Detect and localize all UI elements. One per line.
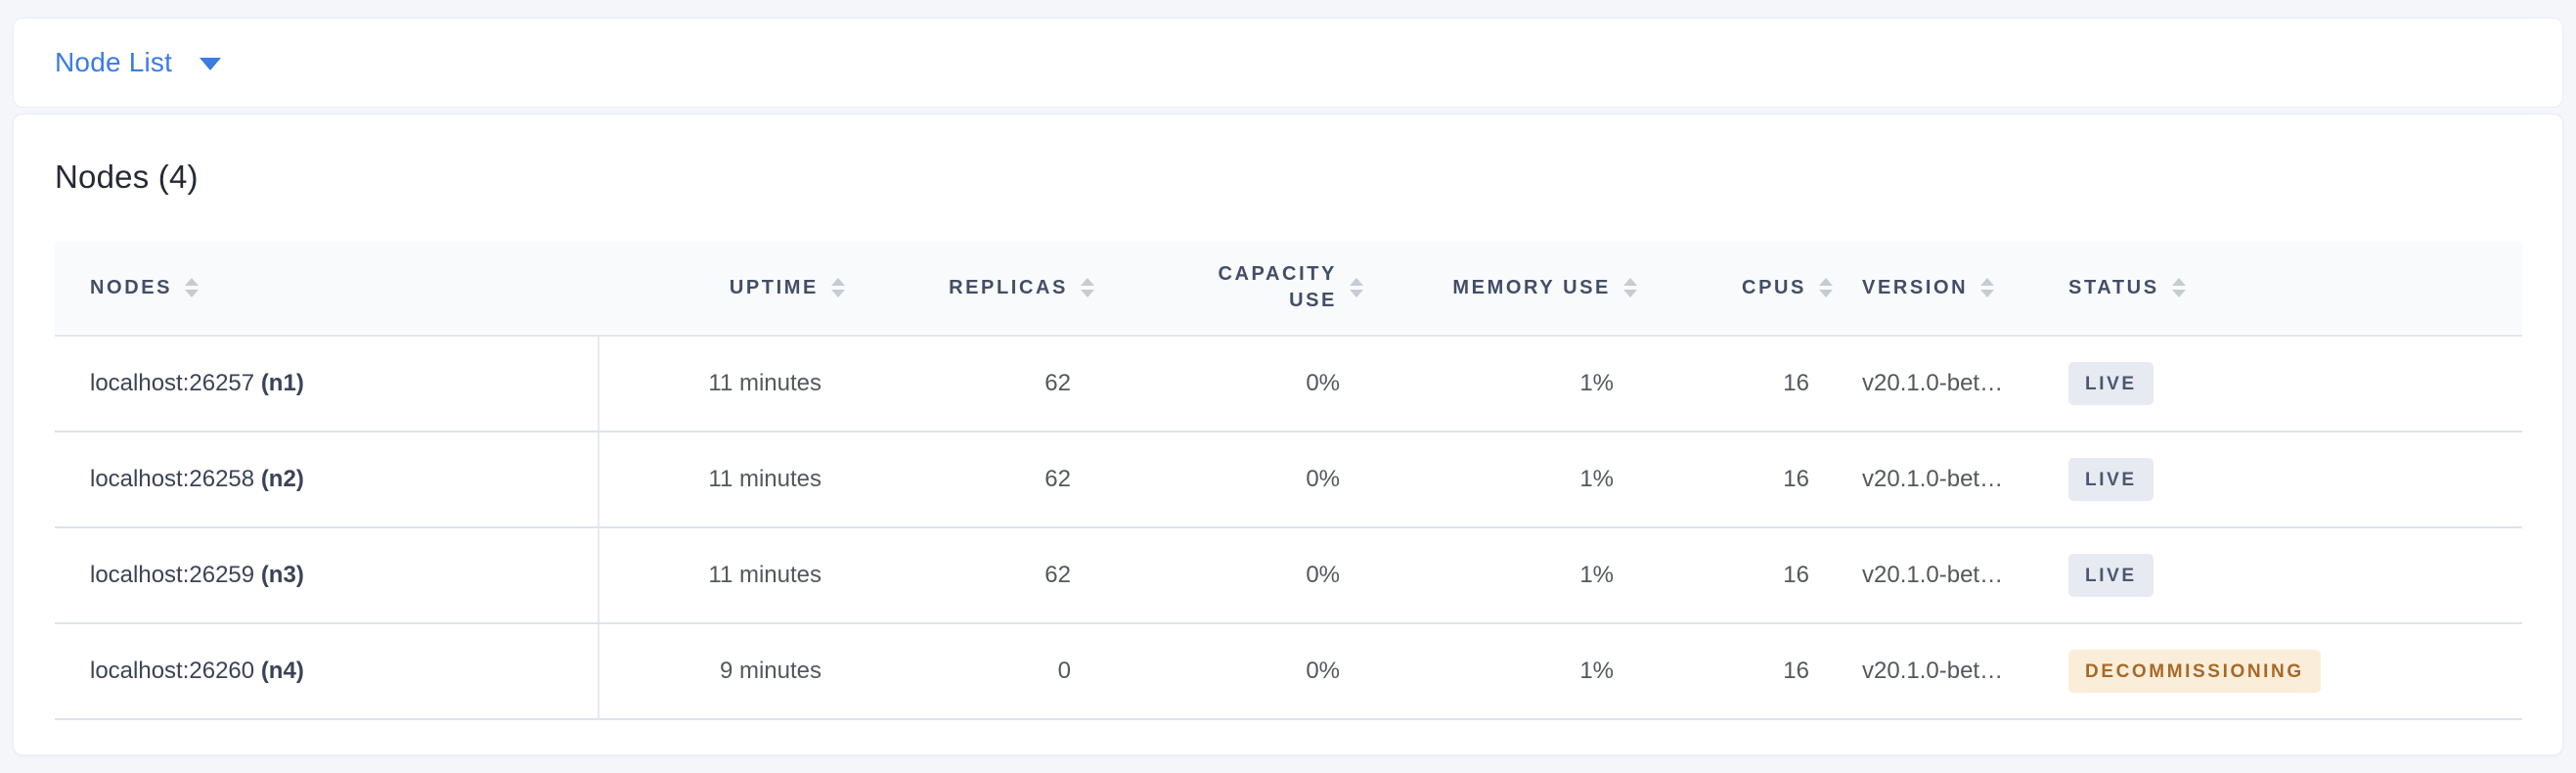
cell-capacity_use: 0%	[1094, 336, 1363, 432]
column-header-status[interactable]: STATUS	[2063, 241, 2522, 337]
table-body: localhost:26257 (n1) 11 minutes 62 0% 1% 16 v2…	[55, 336, 2522, 720]
cell-cpus: 16	[1637, 623, 1833, 720]
sort-icon	[1819, 278, 1833, 297]
status-badge: LIVE	[2068, 362, 2154, 405]
sort-icon	[1980, 278, 1995, 297]
cell-replicas: 62	[845, 432, 1094, 528]
column-header-node[interactable]: NODES	[55, 241, 599, 337]
cell-memory_use: 1%	[1363, 623, 1637, 720]
cell-replicas: 0	[845, 623, 1094, 720]
sort-icon	[1623, 278, 1637, 297]
cell-node[interactable]: localhost:26259 (n3)	[55, 527, 600, 624]
cell-cpus: 16	[1637, 432, 1833, 528]
node-address: localhost:26259	[90, 562, 255, 588]
column-header-label: REPLICAS	[949, 276, 1068, 298]
cell-capacity_use: 0%	[1094, 432, 1363, 528]
sort-icon	[831, 278, 845, 297]
cell-status: LIVE	[2063, 336, 2522, 432]
node-id: (n1)	[260, 370, 304, 396]
sort-icon	[1350, 278, 1363, 297]
cell-node[interactable]: localhost:26260 (n4)	[55, 623, 600, 720]
column-header-label: CAPACITY USE	[1218, 263, 1337, 311]
cell-status: LIVE	[2063, 432, 2522, 528]
cell-memory_use: 1%	[1363, 432, 1637, 528]
status-badge: LIVE	[2068, 554, 2154, 597]
status-badge: DECOMMISSIONING	[2068, 650, 2321, 693]
nodes-card: Nodes (4) NODES UPTIME REPLICAS CAPACITY US…	[13, 114, 2563, 755]
cell-uptime: 11 minutes	[599, 432, 845, 528]
cell-uptime: 11 minutes	[599, 336, 845, 432]
node-id: (n4)	[260, 658, 304, 684]
cell-replicas: 62	[845, 527, 1094, 624]
cell-memory_use: 1%	[1363, 336, 1637, 432]
cell-cpus: 16	[1637, 336, 1833, 432]
column-header-label: VERSION	[1862, 276, 1969, 298]
sort-icon	[185, 278, 200, 297]
cell-uptime: 9 minutes	[599, 623, 845, 720]
table-header-row: NODES UPTIME REPLICAS CAPACITY USE MEMORY US…	[55, 241, 2522, 337]
cell-version: v20.1.0-bet…	[1833, 336, 2063, 432]
table-row: localhost:26257 (n1) 11 minutes 62 0% 1% 16 v2…	[55, 336, 2522, 432]
node-id: (n2)	[260, 466, 304, 492]
column-header-uptime[interactable]: UPTIME	[599, 241, 845, 337]
cell-memory_use: 1%	[1363, 527, 1637, 624]
cell-capacity_use: 0%	[1094, 527, 1363, 624]
node-id: (n3)	[260, 562, 304, 588]
column-header-cpus[interactable]: CPUS	[1637, 241, 1833, 337]
cell-cpus: 16	[1637, 527, 1833, 624]
column-header-label: NODES	[90, 276, 173, 298]
node-address: localhost:26257	[90, 370, 255, 396]
column-header-replicas[interactable]: REPLICAS	[845, 241, 1094, 337]
cell-version: v20.1.0-bet…	[1833, 527, 2063, 624]
table-row: localhost:26258 (n2) 11 minutes 62 0% 1% 16 v2…	[55, 432, 2522, 528]
column-header-label: MEMORY USE	[1452, 276, 1611, 298]
cell-status: DECOMMISSIONING	[2063, 623, 2522, 720]
node-address: localhost:26258	[90, 466, 255, 492]
cell-version: v20.1.0-bet…	[1833, 432, 2063, 528]
view-switcher-bar: Node List	[13, 18, 2563, 108]
status-badge: LIVE	[2068, 458, 2154, 501]
table-row: localhost:26260 (n4) 9 minutes 0 0% 1% 16 v20.…	[55, 623, 2522, 720]
column-header-label: STATUS	[2068, 276, 2159, 298]
node-address: localhost:26260	[90, 658, 255, 684]
cell-node[interactable]: localhost:26257 (n1)	[55, 336, 600, 432]
column-header-version[interactable]: VERSION	[1833, 241, 2063, 337]
cell-replicas: 62	[845, 336, 1094, 432]
column-header-memory_use[interactable]: MEMORY USE	[1363, 241, 1637, 337]
page-title: Nodes (4)	[55, 159, 199, 195]
view-dropdown-label: Node List	[55, 47, 173, 77]
column-header-capacity_use[interactable]: CAPACITY USE	[1094, 241, 1363, 337]
table-row: localhost:26259 (n3) 11 minutes 62 0% 1% 16 v2…	[55, 527, 2522, 624]
view-dropdown[interactable]: Node List	[55, 47, 222, 78]
chevron-down-icon	[200, 58, 222, 70]
cell-uptime: 11 minutes	[599, 527, 845, 624]
column-header-label: UPTIME	[729, 276, 819, 298]
column-header-label: CPUS	[1742, 276, 1806, 298]
cell-node[interactable]: localhost:26258 (n2)	[55, 432, 600, 528]
cell-status: LIVE	[2063, 527, 2522, 624]
cell-capacity_use: 0%	[1094, 623, 1363, 720]
nodes-table: NODES UPTIME REPLICAS CAPACITY USE MEMORY US…	[55, 241, 2522, 720]
sort-icon	[2171, 278, 2186, 297]
cell-version: v20.1.0-bet…	[1833, 623, 2063, 720]
sort-icon	[1081, 278, 1094, 297]
